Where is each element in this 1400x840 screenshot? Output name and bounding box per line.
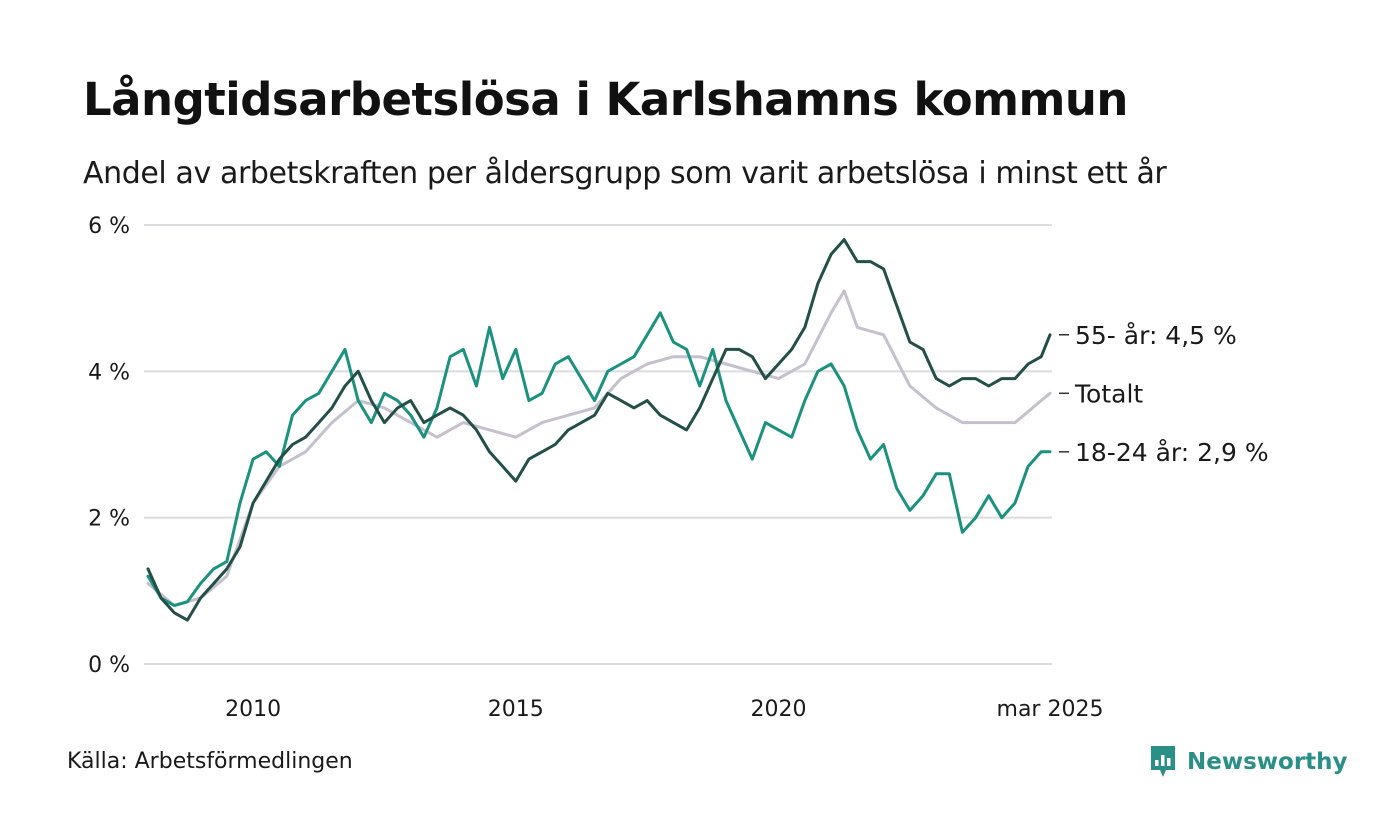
newsworthy-logo: Newsworthy — [1149, 742, 1348, 782]
series-line — [146, 238, 1052, 622]
brand-name: Newsworthy — [1187, 749, 1348, 775]
series-lines — [146, 238, 1052, 622]
series-end-label: 18-24 år: 2,9 % — [1075, 438, 1269, 467]
chart-title: Långtidsarbetslösa i Karlshamns kommun — [83, 73, 1128, 126]
series-end-labels: 55- år: 4,5 % Totalt 18-24 år: 2,9 % — [1059, 321, 1269, 467]
y-tick-label: 2 % — [88, 507, 130, 532]
series-line — [146, 311, 1052, 607]
x-tick-label: mar 2025 — [997, 697, 1104, 722]
y-tick-label: 6 % — [88, 214, 130, 239]
series-end-label: 55- år: 4,5 % — [1075, 321, 1237, 350]
grid-lines — [144, 224, 1052, 665]
series-line — [146, 289, 1052, 607]
x-tick-label: 2015 — [488, 697, 544, 722]
bar-chart-bubble-icon — [1151, 746, 1175, 777]
y-axis: 0 % 2 % 4 % 6 % — [88, 214, 130, 678]
y-tick-label: 0 % — [88, 653, 130, 678]
chart-subtitle: Andel av arbetskraften per åldersgrupp s… — [83, 156, 1167, 191]
y-tick-label: 4 % — [88, 360, 130, 385]
x-tick-label: 2010 — [225, 697, 281, 722]
line-chart: 0 % 2 % 4 % 6 % 2010 2015 2020 mar 2025 55- år… — [88, 214, 1269, 722]
x-tick-label: 2020 — [751, 697, 807, 722]
source-note: Källa: Arbetsförmedlingen — [67, 749, 353, 774]
series-end-label: Totalt — [1074, 379, 1143, 408]
x-axis: 2010 2015 2020 mar 2025 — [225, 697, 1103, 722]
